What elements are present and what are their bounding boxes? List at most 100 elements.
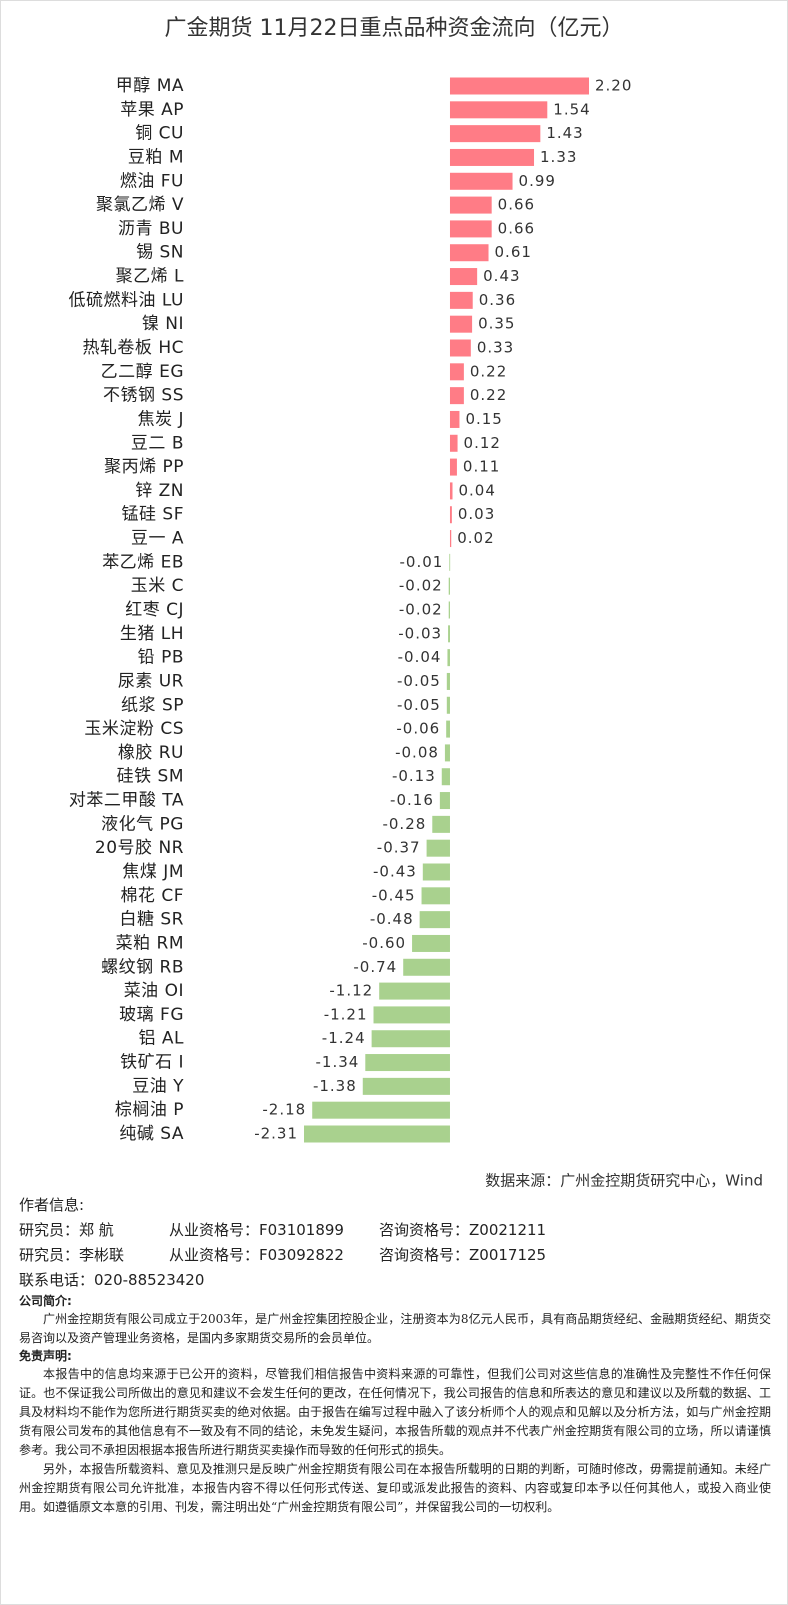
value-label: 0.61 [495, 243, 532, 261]
value-label: 1.33 [540, 148, 577, 166]
value-label: -0.06 [396, 720, 440, 738]
bar [449, 506, 452, 524]
value-label: -0.37 [377, 839, 421, 857]
category-label: 低硫燃料油 LU [69, 290, 184, 310]
category-label: 红枣 CJ [125, 600, 184, 620]
value-label: -0.03 [398, 624, 442, 642]
category-label: 对苯二甲酸 TA [69, 791, 184, 811]
value-label: 1.54 [553, 100, 590, 118]
value-label: -0.48 [370, 910, 414, 928]
value-label: 0.03 [458, 505, 495, 523]
category-label: 豆一 A [131, 529, 184, 549]
value-label: -0.02 [399, 577, 443, 595]
bar [441, 768, 450, 786]
value-label: 0.66 [498, 219, 535, 237]
value-label: -0.08 [395, 743, 439, 761]
value-label: -0.16 [390, 791, 434, 809]
paragraph: 广州金控期货有限公司成立于2003年，是广州金控集团控股企业，注册资本为8亿元人… [19, 1312, 771, 1345]
category-label: 乙二醇 EG [101, 362, 184, 382]
bar [449, 410, 460, 428]
bar [449, 434, 458, 452]
bar [449, 530, 452, 548]
category-label: 沥青 BU [118, 219, 184, 239]
license: 从业资格号：F03101899 [169, 1221, 344, 1239]
value-label: 2.20 [595, 77, 632, 95]
category-label: 锌 ZN [135, 481, 184, 501]
bar [379, 982, 450, 1000]
category-label: 苹果 AP [120, 100, 184, 120]
bar [412, 934, 450, 952]
bar [449, 172, 513, 190]
phone: 联系电话：020-88523420 [19, 1271, 205, 1289]
value-label: 0.15 [465, 410, 502, 428]
category-label: 白糖 SR [119, 910, 184, 930]
consult: 咨询资格号：Z0021211 [379, 1221, 547, 1239]
value-label: 0.22 [470, 386, 507, 404]
category-label: 苯乙烯 EB [102, 552, 184, 572]
value-label: -1.38 [313, 1077, 357, 1095]
category-label: 甲醇 MA [116, 76, 184, 96]
value-label: -1.12 [329, 982, 373, 1000]
bar [304, 1125, 450, 1143]
value-label: -2.18 [262, 1101, 306, 1119]
consult: 咨询资格号：Z0017125 [379, 1246, 547, 1264]
category-label: 硅铁 SM [117, 767, 184, 787]
bar [449, 339, 471, 357]
value-label: -1.24 [322, 1029, 366, 1047]
bar [373, 1006, 450, 1024]
category-label: 焦炭 J [138, 409, 184, 429]
category-label: 铝 AL [138, 1029, 184, 1049]
category-label: 液化气 PG [101, 814, 184, 834]
category-label: 20号胶 NR [95, 838, 184, 858]
value-label: -0.02 [399, 601, 443, 619]
bar [419, 911, 450, 929]
bar [446, 696, 450, 714]
bar [444, 744, 450, 762]
category-label: 豆二 B [131, 433, 184, 453]
category-label: 聚氯乙烯 V [96, 195, 184, 215]
category-label: 菜粕 RM [116, 933, 184, 953]
chart-title: 广金期货 11月22日重点品种资金流向（亿元） [165, 16, 624, 41]
bar [449, 268, 478, 286]
bar [446, 720, 450, 738]
value-label: -1.21 [324, 1005, 368, 1023]
category-label: 豆油 Y [132, 1076, 184, 1096]
value-label: 0.43 [483, 267, 520, 285]
bar [422, 863, 450, 881]
bar [448, 601, 450, 619]
value-label: 0.11 [463, 458, 500, 476]
bar [403, 958, 450, 976]
value-label: 0.02 [457, 529, 494, 547]
category-label: 焦煤 JM [122, 862, 184, 882]
category-label: 锡 SN [136, 243, 184, 263]
bar [449, 363, 464, 381]
document: 作者信息: 研究员：郑 航 从业资格号：F03101899 咨询资格号：Z00212… [19, 1193, 771, 1517]
bar [448, 625, 450, 643]
value-label: -2.31 [254, 1125, 298, 1143]
value-label: -0.45 [372, 886, 416, 904]
bar [449, 387, 464, 405]
category-label: 尿素 UR [118, 671, 184, 691]
bar [449, 458, 457, 476]
category-label: 纯碱 SA [119, 1124, 184, 1144]
bar [449, 77, 589, 95]
category-label: 棕榈油 P [115, 1100, 184, 1120]
category-label: 聚乙烯 L [116, 267, 184, 287]
name: 研究员：郑 航 [19, 1221, 114, 1239]
source: 数据来源：广州金控期货研究中心，Wind [485, 1172, 763, 1190]
bar [449, 553, 451, 571]
category-label: 橡胶 RU [118, 743, 184, 763]
value-label: 0.36 [479, 291, 516, 309]
value-label: 0.33 [477, 339, 514, 357]
value-label: -0.01 [400, 553, 444, 571]
category-label: 聚丙烯 PP [104, 457, 184, 477]
bar [448, 577, 450, 595]
category-label: 燃油 FU [120, 171, 184, 191]
value-label: 0.99 [519, 172, 556, 190]
category-label: 玻璃 FG [119, 1005, 184, 1025]
category-label: 不锈钢 SS [103, 386, 184, 406]
heading: 作者信息: [19, 1196, 85, 1214]
value-label: -0.13 [392, 767, 436, 785]
bar [449, 101, 548, 119]
